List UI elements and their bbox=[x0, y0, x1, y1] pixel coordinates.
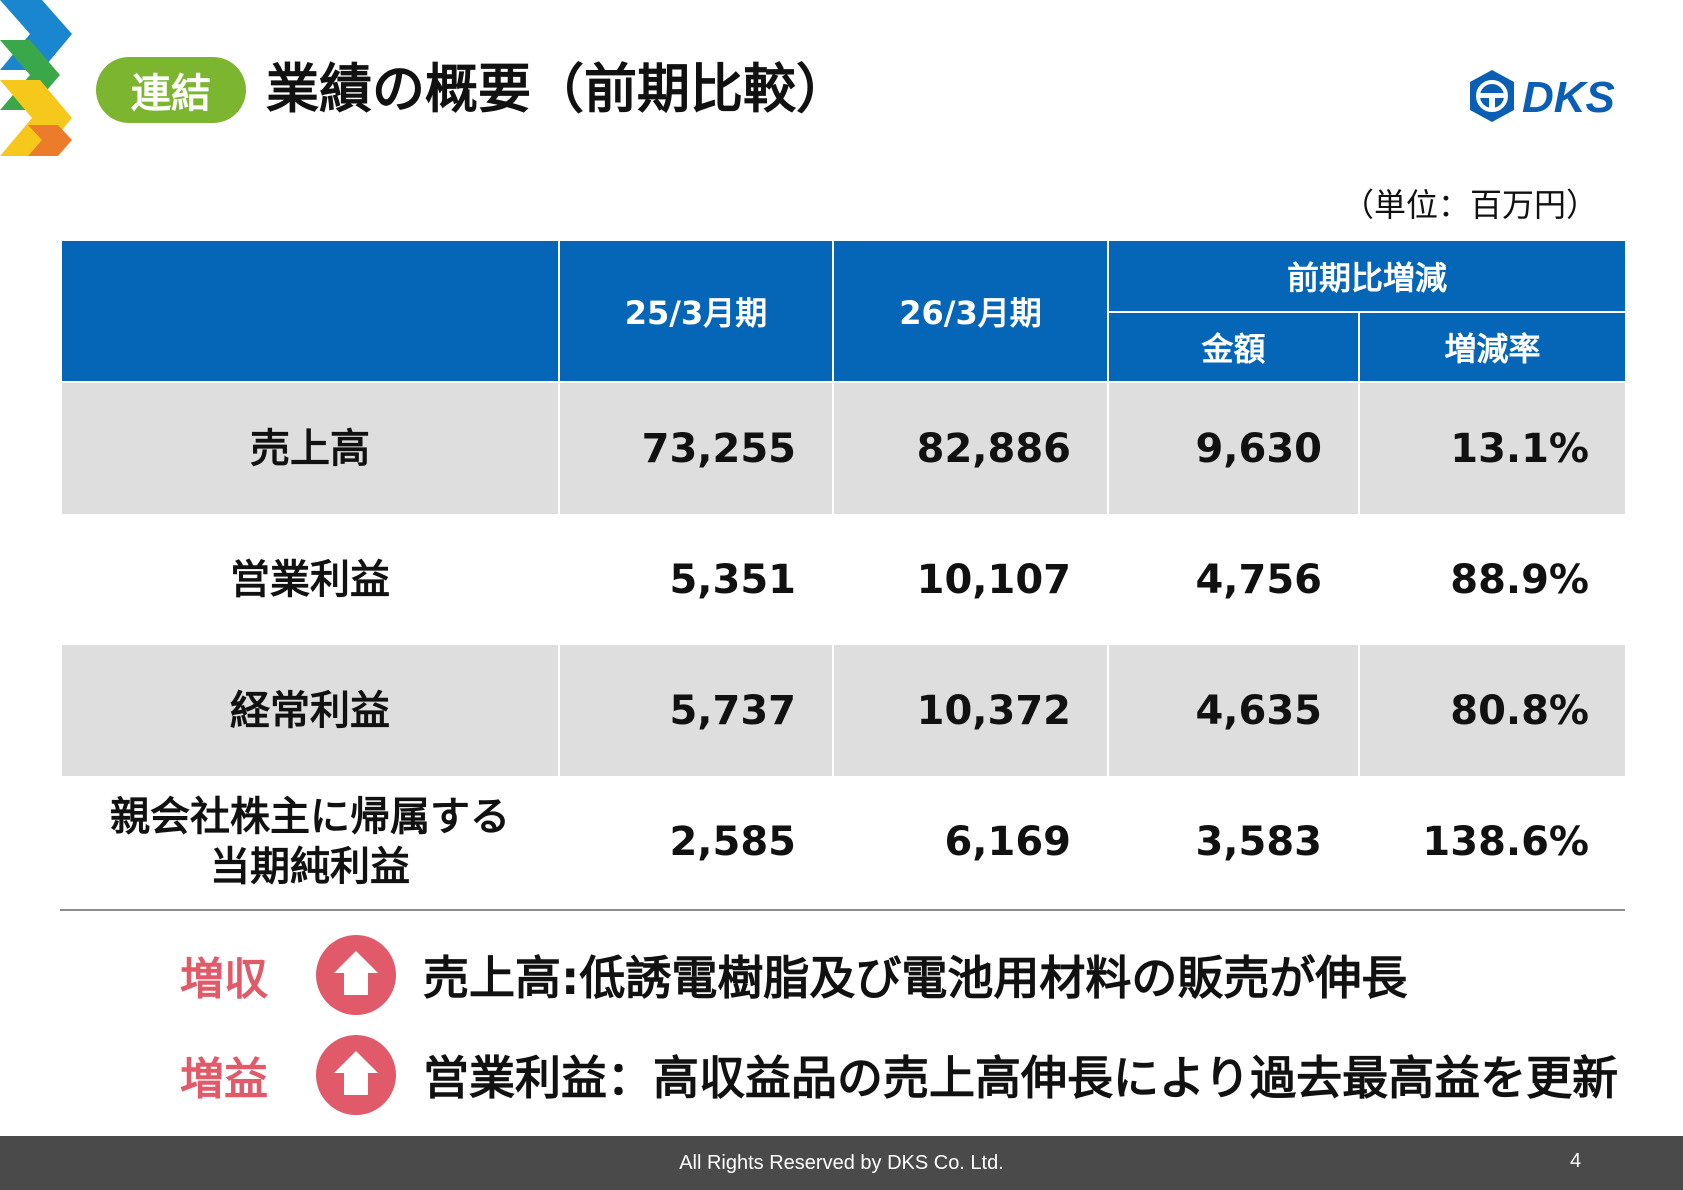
cell-rate: 88.9% bbox=[1357, 514, 1628, 645]
note-profit: 増益 営業利益：高収益品の売上高伸長により過去最高益を更新 bbox=[180, 1035, 1618, 1115]
header-amount: 金額 bbox=[1107, 311, 1360, 383]
table-row: 営業利益 5,351 10,107 4,756 88.9% bbox=[60, 514, 1628, 645]
cell-fy26: 10,107 bbox=[832, 514, 1109, 645]
unit-note: （単位：百万円） bbox=[1341, 186, 1598, 224]
cell-fy25: 2,585 bbox=[558, 776, 834, 907]
cell-fy25: 5,351 bbox=[558, 514, 834, 645]
note-tag: 増収 bbox=[180, 954, 268, 1005]
cell-fy26: 82,886 bbox=[832, 382, 1109, 514]
page-title: 業績の概要（前期比較） bbox=[266, 59, 849, 120]
header-fy26: 26/3月期 bbox=[832, 239, 1109, 383]
cell-fy25: 73,255 bbox=[558, 382, 834, 514]
cell-rate: 80.8% bbox=[1357, 645, 1628, 776]
row-label: 売上高 bbox=[60, 382, 560, 514]
page-number: 4 bbox=[1570, 1150, 1582, 1172]
table-row: 売上高 73,255 82,886 9,630 13.1% bbox=[60, 382, 1628, 514]
cell-amount: 4,635 bbox=[1107, 645, 1360, 776]
cell-amount: 4,756 bbox=[1107, 514, 1360, 645]
row-label: 営業利益 bbox=[60, 514, 560, 645]
note-text: 売上高:低誘電樹脂及び電池用材料の販売が伸長 bbox=[423, 951, 1408, 1005]
cell-fy26: 10,372 bbox=[832, 645, 1109, 776]
table-row: 親会社株主に帰属する 当期純利益 2,585 6,169 3,583 138.6… bbox=[60, 776, 1628, 907]
consolidated-badge: 連結 bbox=[96, 57, 246, 123]
footer: All Rights Reserved by DKS Co. Ltd. 4 bbox=[0, 1136, 1683, 1190]
row-label: 親会社株主に帰属する 当期純利益 bbox=[60, 776, 560, 907]
header-change: 前期比増減 bbox=[1106, 239, 1628, 313]
header-fy25: 25/3月期 bbox=[558, 239, 834, 383]
table-divider bbox=[60, 909, 1625, 911]
brand-text: DKS bbox=[1522, 73, 1615, 122]
cell-rate: 13.1% bbox=[1357, 382, 1628, 514]
note-text: 営業利益：高収益品の売上高伸長により過去最高益を更新 bbox=[423, 1051, 1619, 1105]
row-label: 経常利益 bbox=[60, 645, 560, 776]
note-tag: 増益 bbox=[180, 1054, 268, 1105]
results-table: 25/3月期 26/3月期 前期比増減 金額 増減率 売上高 73,255 82… bbox=[60, 239, 1628, 907]
copyright: All Rights Reserved by DKS Co. Ltd. bbox=[679, 1152, 1004, 1174]
up-arrow-icon bbox=[316, 935, 396, 1015]
up-arrow-icon bbox=[316, 1035, 396, 1115]
row-label-line2: 当期純利益 bbox=[210, 843, 410, 890]
dks-logo: DKS bbox=[1470, 70, 1615, 122]
cell-fy26: 6,169 bbox=[832, 776, 1109, 907]
cell-fy25: 5,737 bbox=[558, 645, 834, 776]
table-row: 経常利益 5,737 10,372 4,635 80.8% bbox=[60, 645, 1628, 776]
cell-amount: 9,630 bbox=[1107, 382, 1360, 514]
row-label-line1: 親会社株主に帰属する bbox=[110, 793, 510, 840]
cell-amount: 3,583 bbox=[1107, 776, 1360, 907]
cell-rate: 138.6% bbox=[1357, 776, 1628, 907]
header-rate: 増減率 bbox=[1357, 311, 1628, 383]
corner-logo bbox=[0, 0, 72, 156]
header-blank bbox=[60, 239, 560, 383]
note-revenue: 増収 売上高:低誘電樹脂及び電池用材料の販売が伸長 bbox=[180, 935, 1407, 1015]
